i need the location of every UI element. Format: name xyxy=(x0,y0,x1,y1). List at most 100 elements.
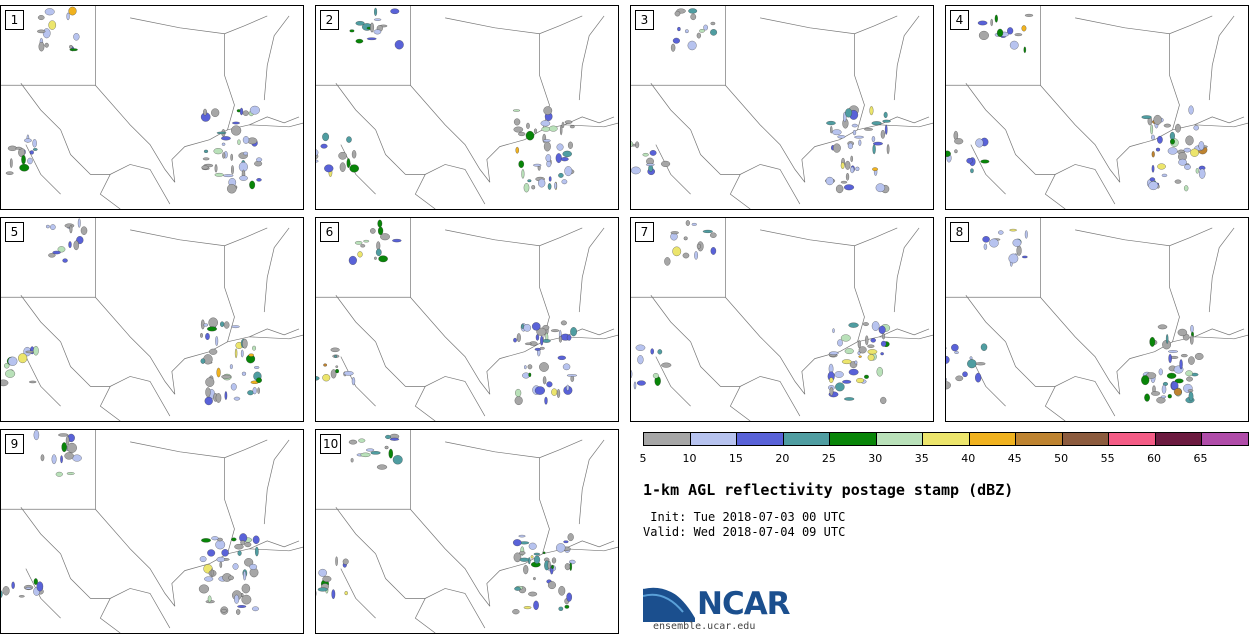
state-border xyxy=(445,439,583,459)
reflectivity-echo xyxy=(322,132,329,142)
state-border xyxy=(1075,15,1213,35)
reflectivity-echo xyxy=(48,20,57,30)
reflectivity-echo xyxy=(566,592,572,602)
reflectivity-echo xyxy=(834,371,844,378)
state-border xyxy=(760,227,898,247)
reflectivity-echo xyxy=(551,557,557,564)
reflectivity-echo xyxy=(564,120,573,124)
reflectivity-echo xyxy=(349,164,359,173)
state-border xyxy=(20,295,61,343)
reflectivity-echo xyxy=(374,18,382,21)
reflectivity-echo xyxy=(539,362,549,372)
state-border xyxy=(25,568,61,619)
reflectivity-echo xyxy=(236,609,241,615)
reflectivity-echo xyxy=(551,564,554,570)
state-border xyxy=(650,295,691,343)
colorbar-swatch xyxy=(830,433,877,445)
reflectivity-echo xyxy=(830,126,833,134)
member-label: 8 xyxy=(950,222,969,242)
colorbar-tick-label: 20 xyxy=(775,452,790,465)
state-border xyxy=(486,129,543,183)
reflectivity-echo xyxy=(234,348,238,359)
state-border xyxy=(725,84,806,183)
reflectivity-echo xyxy=(546,381,553,388)
reflectivity-echo xyxy=(33,578,38,585)
ensemble-panel-7: 7 xyxy=(630,217,934,422)
reflectivity-echo xyxy=(320,143,328,149)
reflectivity-echo xyxy=(854,135,864,139)
reflectivity-echo xyxy=(73,33,80,41)
reflectivity-echo xyxy=(224,391,228,400)
reflectivity-echo xyxy=(377,219,383,228)
reflectivity-echo xyxy=(562,150,572,158)
reflectivity-echo xyxy=(230,383,237,391)
reflectivity-echo xyxy=(829,386,834,396)
state-border xyxy=(690,341,801,417)
reflectivity-echo xyxy=(64,452,74,460)
reflectivity-echo xyxy=(1170,138,1175,145)
reflectivity-echo xyxy=(1151,391,1161,396)
reflectivity-echo xyxy=(1173,388,1182,396)
reflectivity-echo xyxy=(221,136,231,141)
reflectivity-echo xyxy=(980,343,988,351)
reflectivity-echo xyxy=(513,118,521,126)
state-border xyxy=(95,296,176,395)
reflectivity-echo xyxy=(841,359,852,365)
reflectivity-echo xyxy=(527,364,533,370)
reflectivity-echo xyxy=(207,595,212,603)
reflectivity-echo xyxy=(366,37,377,41)
reflectivity-echo xyxy=(635,141,640,149)
reflectivity-echo xyxy=(64,223,75,228)
colorbar-tick-label: 55 xyxy=(1100,452,1115,465)
reflectivity-echo xyxy=(516,333,521,342)
reflectivity-echo xyxy=(335,365,339,368)
reflectivity-echo xyxy=(880,130,885,139)
reflectivity-echo xyxy=(257,387,260,394)
reflectivity-echo xyxy=(858,139,862,146)
state-border xyxy=(486,341,543,395)
state-border xyxy=(410,296,491,395)
reflectivity-echo xyxy=(1007,27,1014,35)
reflectivity-echo xyxy=(1198,168,1206,179)
reflectivity-echo xyxy=(40,454,45,462)
state-border xyxy=(249,328,300,338)
reflectivity-echo xyxy=(967,359,977,369)
reflectivity-echo xyxy=(539,346,545,350)
reflectivity-echo xyxy=(542,376,547,385)
member-label: 1 xyxy=(5,10,24,30)
reflectivity-echo xyxy=(1187,389,1194,393)
reflectivity-echo xyxy=(515,388,522,397)
reflectivity-echo xyxy=(355,21,365,26)
reflectivity-echo xyxy=(11,581,15,589)
reflectivity-echo xyxy=(205,377,215,387)
reflectivity-echo xyxy=(55,471,63,477)
reflectivity-echo xyxy=(1169,131,1175,140)
reflectivity-echo xyxy=(223,174,234,178)
reflectivity-echo xyxy=(344,591,348,596)
reflectivity-echo xyxy=(220,608,227,613)
reflectivity-echo xyxy=(566,334,572,341)
reflectivity-echo xyxy=(323,363,327,367)
reflectivity-echo xyxy=(339,162,346,172)
reflectivity-echo xyxy=(543,106,553,115)
reflectivity-echo xyxy=(254,160,263,167)
state-border xyxy=(99,386,121,421)
reflectivity-echo xyxy=(870,338,876,343)
reflectivity-echo xyxy=(360,452,371,457)
reflectivity-echo xyxy=(229,364,233,370)
reflectivity-echo xyxy=(642,153,649,157)
reflectivity-echo xyxy=(833,143,841,153)
reflectivity-echo xyxy=(1184,185,1189,192)
reflectivity-echo xyxy=(203,149,209,153)
reflectivity-echo xyxy=(1188,356,1195,365)
reflectivity-echo xyxy=(871,321,880,331)
reflectivity-echo xyxy=(541,126,551,132)
reflectivity-echo xyxy=(983,243,988,250)
reflectivity-echo xyxy=(646,163,655,166)
reflectivity-echo xyxy=(5,369,16,378)
reflectivity-echo xyxy=(27,157,33,165)
reflectivity-echo xyxy=(221,374,232,379)
reflectivity-echo xyxy=(242,136,250,144)
reflectivity-echo xyxy=(317,587,328,592)
reflectivity-echo xyxy=(512,109,521,112)
